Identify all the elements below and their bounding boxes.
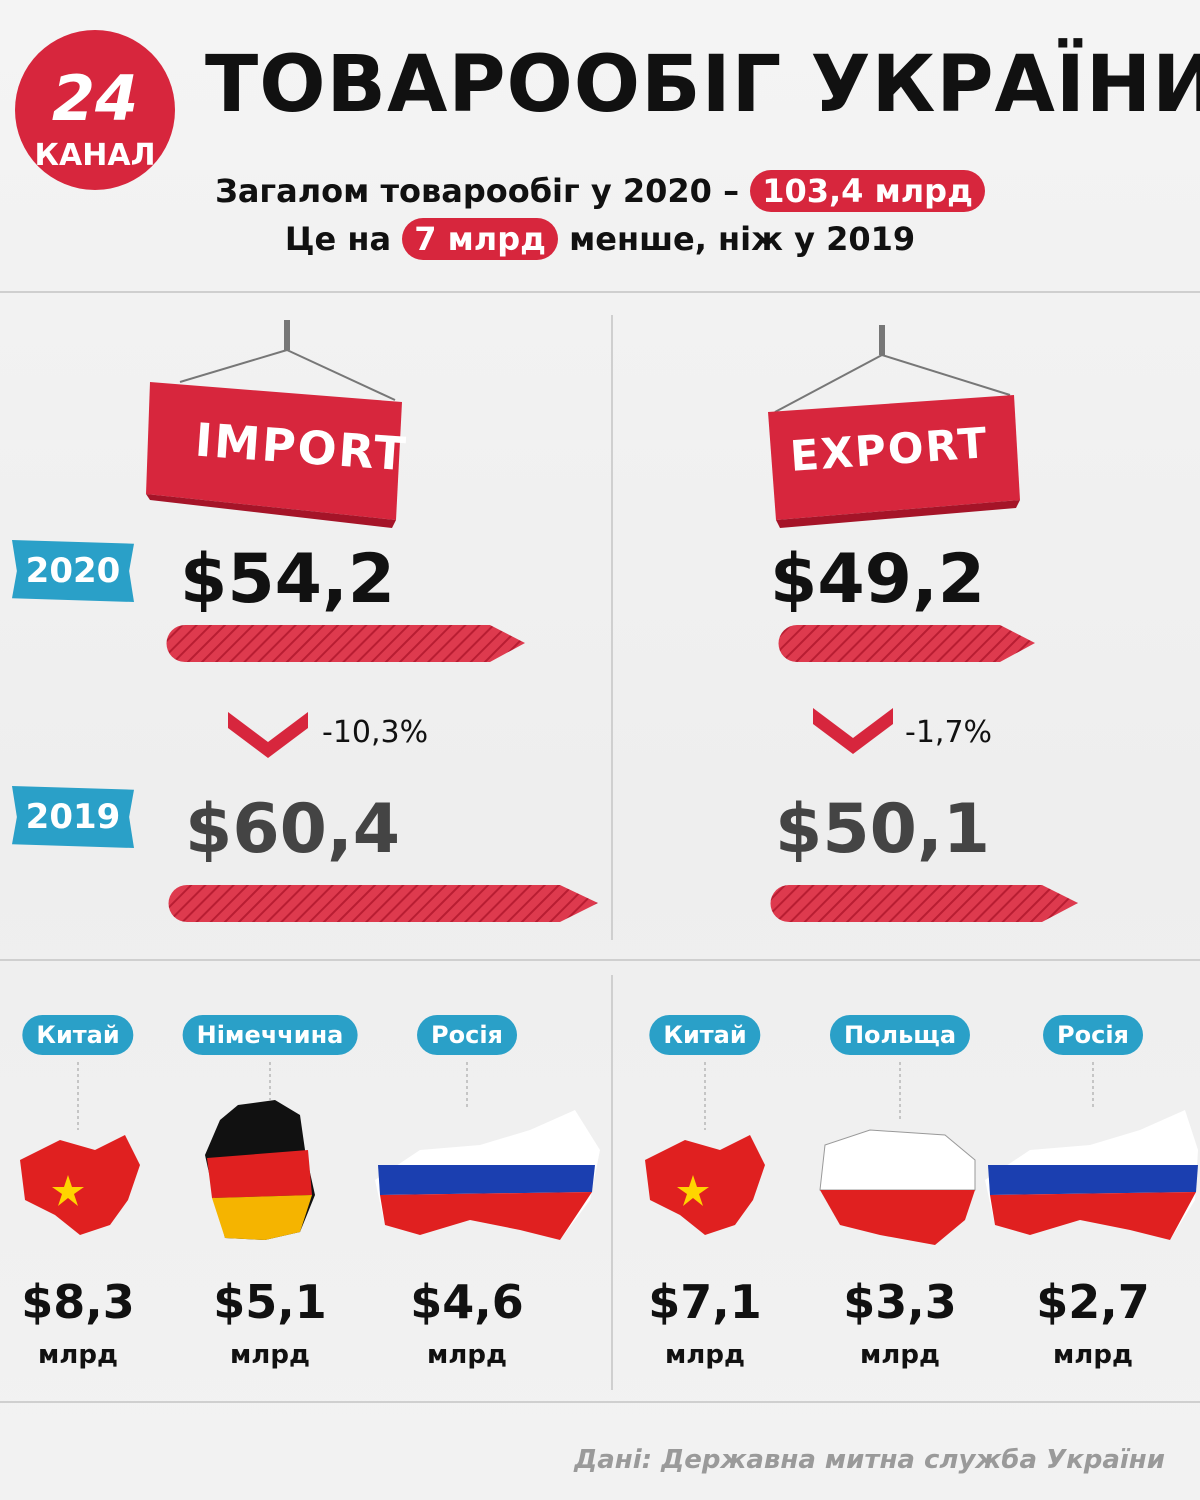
partner-unit: млрд: [427, 1340, 507, 1370]
export-2020-value: $49,2: [770, 540, 986, 619]
export-2019-value: $50,1: [775, 790, 991, 869]
import-2019-value: $60,4: [185, 790, 401, 869]
highlight: 7 млрд: [402, 218, 558, 260]
country-label: Німеччина: [182, 1015, 358, 1055]
subtitle-text: Це на: [284, 220, 392, 258]
export-container: [768, 325, 1020, 528]
country-label: Росія: [1043, 1015, 1143, 1055]
country-label: Росія: [417, 1015, 517, 1055]
partner-unit: млрд: [665, 1340, 745, 1370]
partner-unit: млрд: [38, 1340, 118, 1370]
down-chevron: [228, 712, 308, 758]
subtitle-text: менше, ніж у 2019: [569, 220, 916, 258]
partner-value: $8,3: [21, 1275, 135, 1329]
subtitle-line: Загалом товарообіг у 2020 – 103,4 млрд: [0, 170, 1200, 212]
logo-text: КАНАЛ: [34, 138, 156, 173]
partner-unit: млрд: [860, 1340, 940, 1370]
year-badge: 2019: [12, 786, 134, 848]
year-badge: 2020: [12, 540, 134, 602]
import-2020-bar: [166, 625, 525, 662]
country-label: Польща: [829, 1015, 971, 1055]
down-chevron: [813, 708, 893, 754]
poland-map: [819, 1129, 976, 1245]
connector-lines: [77, 1062, 1094, 1130]
country-label: Китай: [649, 1015, 761, 1055]
partner-unit: млрд: [1053, 1340, 1133, 1370]
import-container: [146, 320, 402, 528]
partner-value: $5,1: [213, 1275, 327, 1329]
subtitle-text: Загалом товарообіг у 2020 –: [215, 172, 740, 210]
partner-value: $4,6: [410, 1275, 524, 1329]
germany-map: [205, 1100, 315, 1240]
china-map: [645, 1135, 765, 1235]
partner-value: $7,1: [648, 1275, 762, 1329]
source: Дані: Державна митна служба України: [574, 1445, 1165, 1475]
export-2020-bar: [778, 625, 1035, 662]
logo-number: 24: [51, 62, 139, 135]
partner-value: $3,3: [843, 1275, 957, 1329]
subtitle-line: Це на 7 млрд менше, ніж у 2019: [0, 218, 1200, 260]
title: ТОВАРООБІГ УКРАЇНИ: [205, 40, 1200, 130]
import-change: -10,3%: [322, 715, 429, 750]
import-2020-value: $54,2: [180, 540, 396, 619]
partner-value: $2,7: [1036, 1275, 1150, 1329]
logo-circle: [15, 30, 175, 190]
import-2019-bar: [168, 885, 598, 922]
russia-map: [375, 1110, 600, 1240]
russia-map: [985, 1110, 1198, 1240]
country-label: Китай: [22, 1015, 134, 1055]
highlight: 103,4 млрд: [750, 170, 985, 212]
partner-unit: млрд: [230, 1340, 310, 1370]
china-map: [20, 1135, 140, 1235]
export-change: -1,7%: [905, 715, 993, 750]
export-2019-bar: [770, 885, 1078, 922]
